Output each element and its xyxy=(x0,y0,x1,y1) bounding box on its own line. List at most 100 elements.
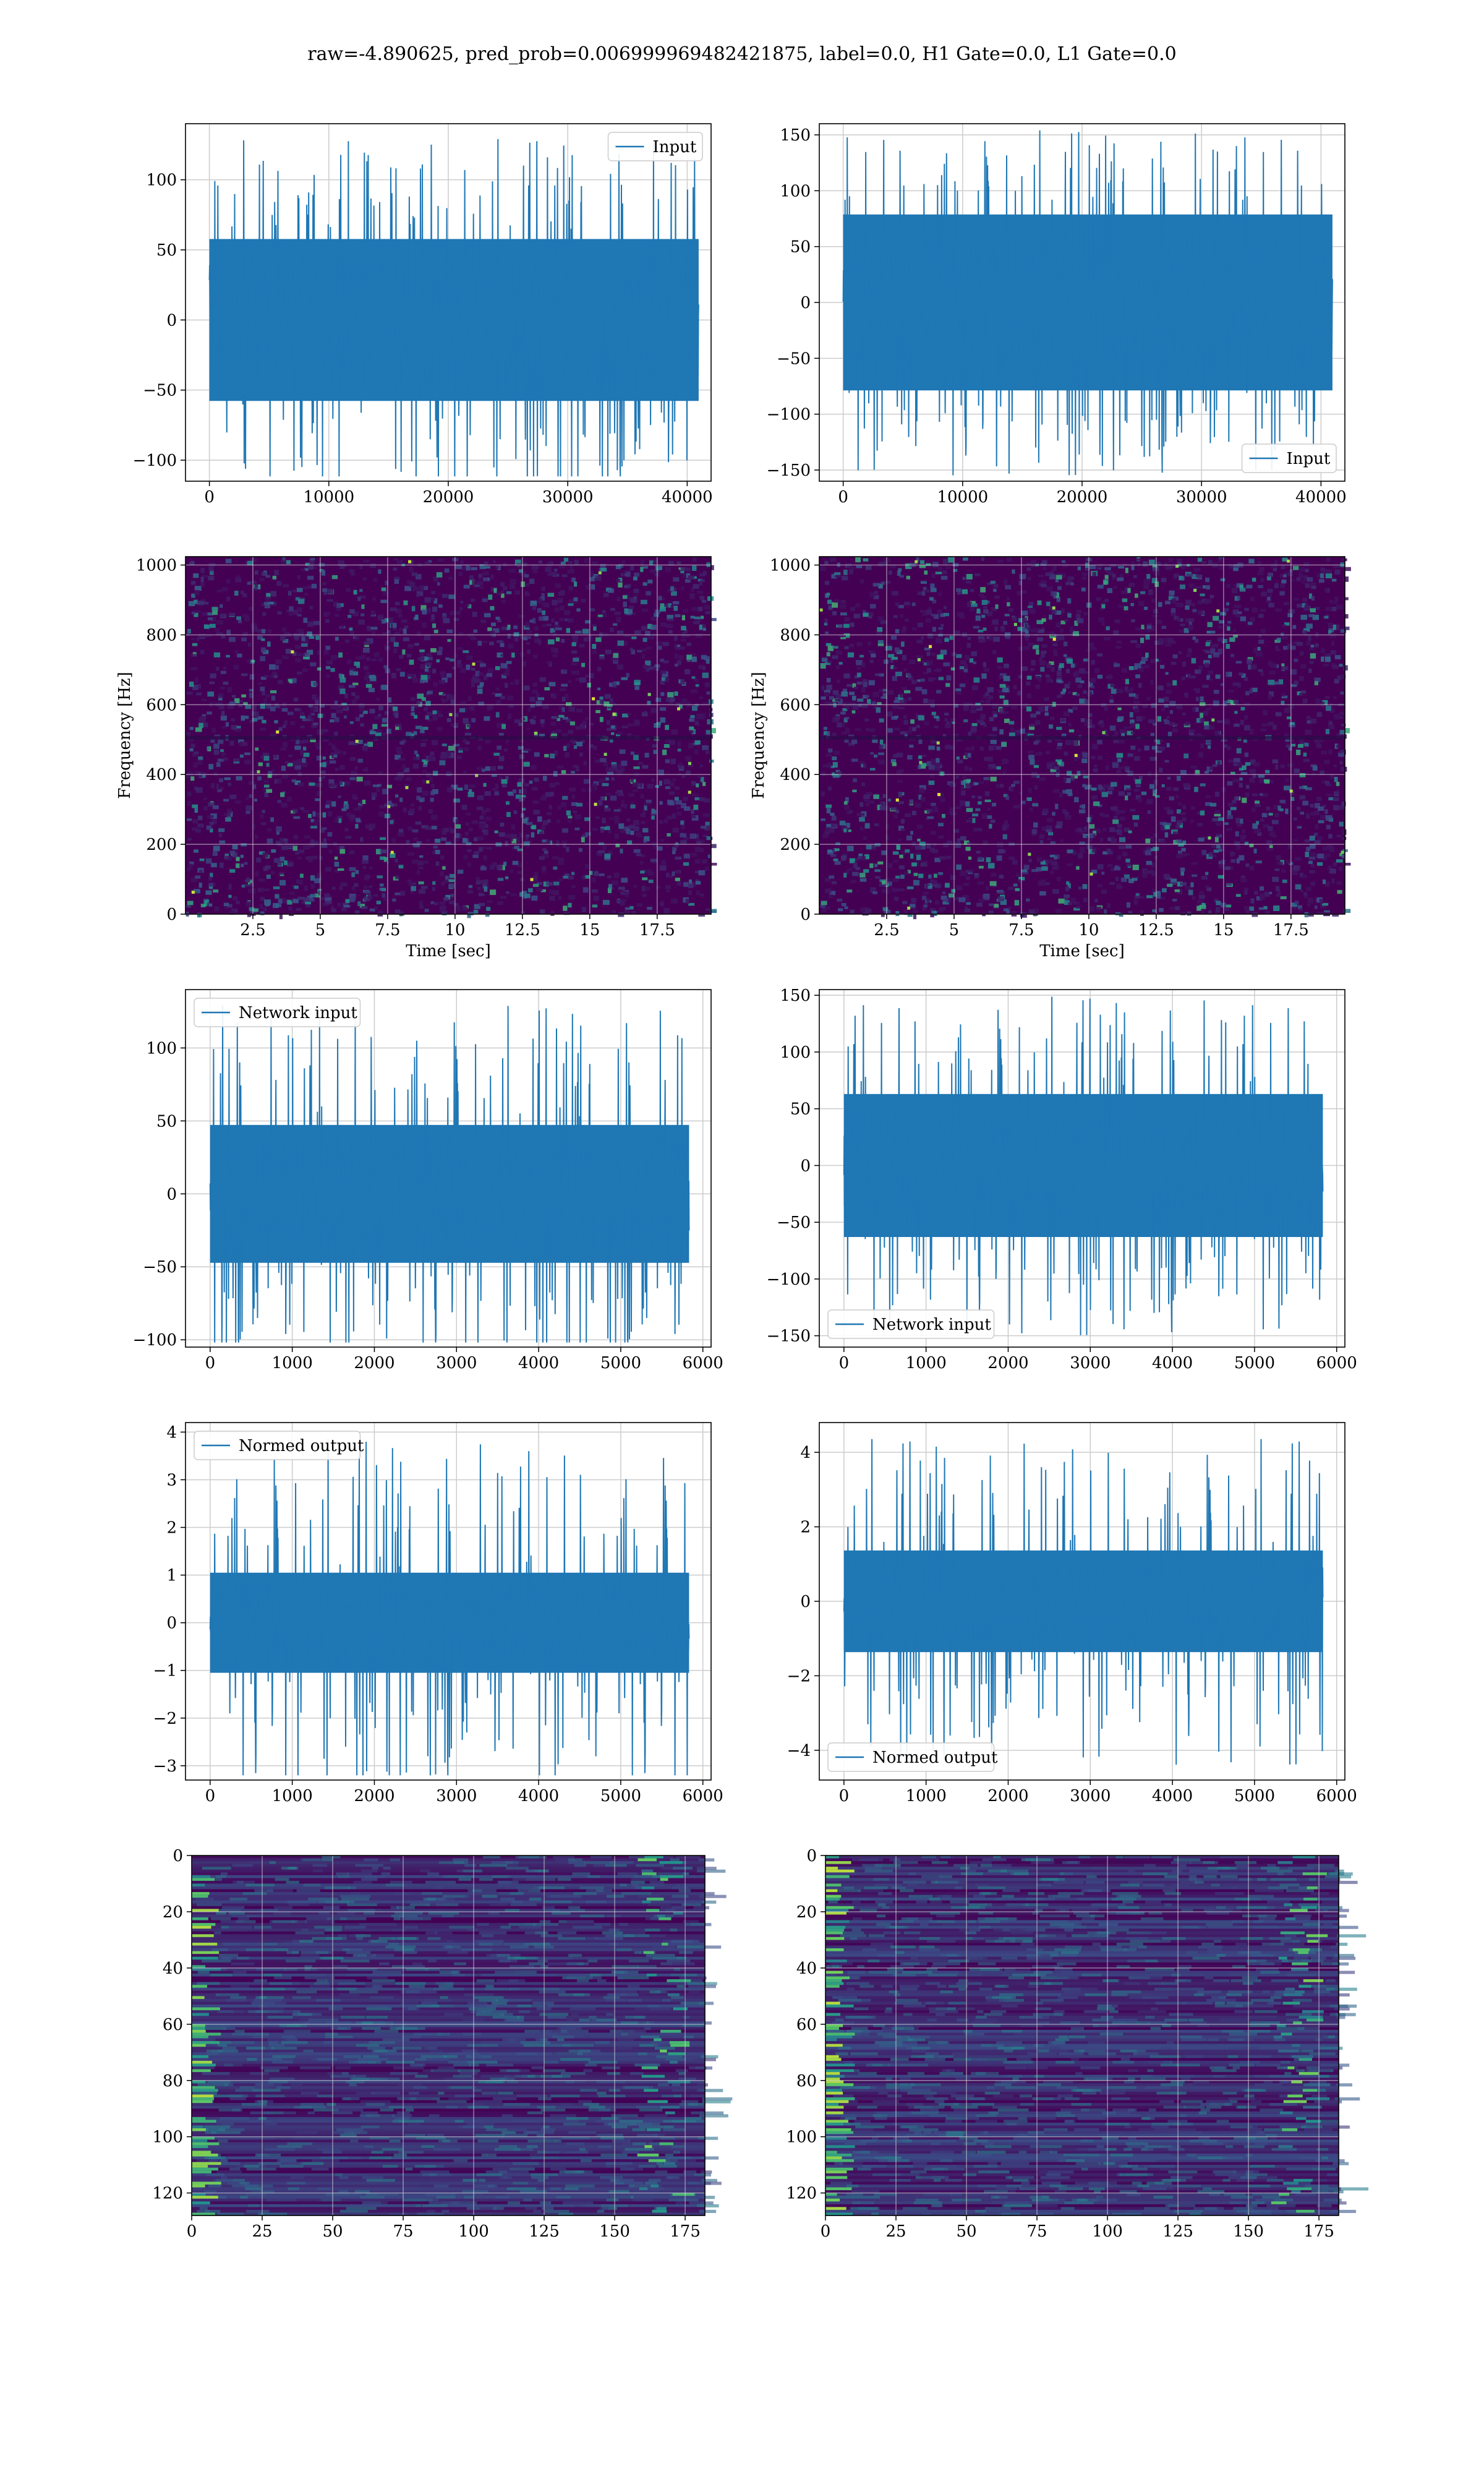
x-tick-label: 125 xyxy=(529,2222,560,2241)
y-tick-label: 2 xyxy=(166,1519,177,1538)
x-tick-label: 1000 xyxy=(272,1354,313,1372)
y-axis-label: Frequency [Hz] xyxy=(116,672,134,799)
x-tick-label: 3000 xyxy=(436,1787,477,1805)
x-tick-label: 1000 xyxy=(272,1787,313,1805)
x-tick-label: 25 xyxy=(885,2222,906,2241)
y-tick-label: 0 xyxy=(800,1157,811,1175)
x-tick-label: 7.5 xyxy=(1009,921,1034,940)
x-tick-label: 100 xyxy=(458,2222,489,2241)
y-tick-label: 50 xyxy=(156,241,177,260)
y-tick-label: −100 xyxy=(767,1270,811,1289)
y-tick-label: 600 xyxy=(146,696,177,714)
y-tick-label: −100 xyxy=(133,1331,177,1350)
x-tick-label: 7.5 xyxy=(375,921,400,940)
x-tick-label: 1000 xyxy=(906,1787,947,1805)
x-tick-label: 10000 xyxy=(937,488,988,507)
y-tick-label: −100 xyxy=(133,452,177,470)
y-tick-label: 20 xyxy=(163,1903,183,1922)
y-tick-label: 4 xyxy=(800,1444,811,1462)
x-tick-label: 3000 xyxy=(436,1354,477,1372)
y-tick-label: −50 xyxy=(143,1258,177,1277)
x-tick-label: 6000 xyxy=(683,1354,723,1372)
y-tick-label: 0 xyxy=(800,294,811,312)
y-tick-label: −2 xyxy=(153,1710,177,1728)
x-tick-label: 150 xyxy=(599,2222,630,2241)
x-tick-label: 25 xyxy=(252,2222,272,2241)
y-tick-label: 100 xyxy=(786,2128,817,2147)
y-tick-label: 4 xyxy=(166,1423,177,1442)
y-tick-label: 100 xyxy=(152,2128,183,2147)
y-tick-label: 1000 xyxy=(136,557,177,575)
y-tick-label: 800 xyxy=(146,626,177,644)
y-tick-label: 0 xyxy=(166,1614,177,1633)
legend: Network input xyxy=(827,1309,995,1339)
x-tick-label: 17.5 xyxy=(639,921,675,940)
subplot-r4c1: 0 1000 2000 3000 4000 5000 6000 −3 −2 −1 0 1 2 3 4 Norm… xyxy=(153,1422,723,1805)
y-tick-label: −50 xyxy=(777,1213,811,1232)
y-tick-label: 100 xyxy=(780,182,811,200)
y-tick-label: 150 xyxy=(780,987,811,1005)
x-tick-label: 50 xyxy=(956,2222,976,2241)
y-axis-label: Frequency [Hz] xyxy=(749,672,768,799)
y-tick-label: −50 xyxy=(777,349,811,368)
series-line xyxy=(208,139,699,477)
subplot-r3c1: 0 1000 2000 3000 4000 5000 6000 −100 −50 0 50 100 Ne… xyxy=(133,989,723,1372)
y-tick-label: 0 xyxy=(800,1593,811,1611)
y-tick-label: 1 xyxy=(166,1567,177,1585)
y-tick-label: −50 xyxy=(143,382,177,400)
legend-label: Input xyxy=(1287,450,1331,468)
y-tick-label: 0 xyxy=(800,905,811,924)
x-tick-label: 20000 xyxy=(1057,488,1108,507)
x-tick-label: 2.5 xyxy=(874,921,899,940)
y-tick-label: 400 xyxy=(146,766,177,784)
x-tick-label: 6000 xyxy=(1316,1787,1357,1805)
y-tick-label: 0 xyxy=(166,905,177,924)
y-tick-label: 200 xyxy=(146,836,177,854)
x-tick-label: 5 xyxy=(315,921,326,940)
y-tick-label: −3 xyxy=(153,1757,177,1776)
x-tick-label: 4000 xyxy=(518,1787,559,1805)
y-tick-label: −150 xyxy=(767,461,811,480)
y-tick-label: 2 xyxy=(800,1518,811,1537)
x-tick-label: 75 xyxy=(1026,2222,1047,2241)
subplot-r1c2: 0 10000 20000 30000 40000 −150 −100 −50 0 50 100 15… xyxy=(767,123,1347,507)
x-tick-label: 5000 xyxy=(1234,1787,1275,1805)
heatmap-cells xyxy=(825,1856,1369,2216)
legend-label: Normed output xyxy=(872,1748,998,1767)
x-tick-label: 30000 xyxy=(1176,488,1227,507)
legend-label: Network input xyxy=(872,1316,991,1334)
axes-frame xyxy=(185,1422,712,1781)
x-tick-label: 2.5 xyxy=(240,921,265,940)
axes-frame xyxy=(191,1855,706,2216)
series-line xyxy=(842,130,1333,476)
x-tick-label: 6000 xyxy=(683,1787,723,1805)
y-tick-label: 60 xyxy=(796,2016,817,2034)
y-tick-label: 50 xyxy=(790,1100,811,1119)
y-tick-label: 200 xyxy=(780,836,811,854)
x-tick-label: 2000 xyxy=(987,1354,1028,1372)
x-axis-label: Time [sec] xyxy=(1039,942,1125,961)
x-tick-label: 10000 xyxy=(303,488,354,507)
x-tick-label: 4000 xyxy=(1152,1787,1193,1805)
x-tick-label: 3000 xyxy=(1070,1787,1111,1805)
x-tick-label: 1000 xyxy=(906,1354,947,1372)
axes-frame xyxy=(819,989,1345,1348)
y-tick-label: −2 xyxy=(787,1667,811,1685)
heatmap-cells xyxy=(186,557,717,920)
x-tick-label: 125 xyxy=(1162,2222,1193,2241)
y-tick-label: −150 xyxy=(767,1327,811,1346)
x-tick-label: 0 xyxy=(839,1787,850,1805)
x-tick-label: 175 xyxy=(670,2222,701,2241)
x-axis-label: Time [sec] xyxy=(406,942,491,961)
x-tick-label: 175 xyxy=(1303,2222,1334,2241)
heatmap-cells xyxy=(819,557,1351,920)
y-tick-label: 0 xyxy=(173,1847,183,1865)
y-tick-label: 40 xyxy=(796,1959,817,1978)
subplot-r5c1: 0 25 50 75 100 125 150 175 0 20 40 60 80 100 120 xyxy=(152,1847,733,2241)
y-tick-label: 100 xyxy=(146,171,177,190)
figure-title: raw=-4.890625, pred_prob=0.0069999694824… xyxy=(307,43,1177,65)
x-tick-label: 0 xyxy=(205,1354,216,1372)
y-tick-label: 800 xyxy=(780,626,811,644)
x-tick-label: 5000 xyxy=(1234,1354,1275,1372)
